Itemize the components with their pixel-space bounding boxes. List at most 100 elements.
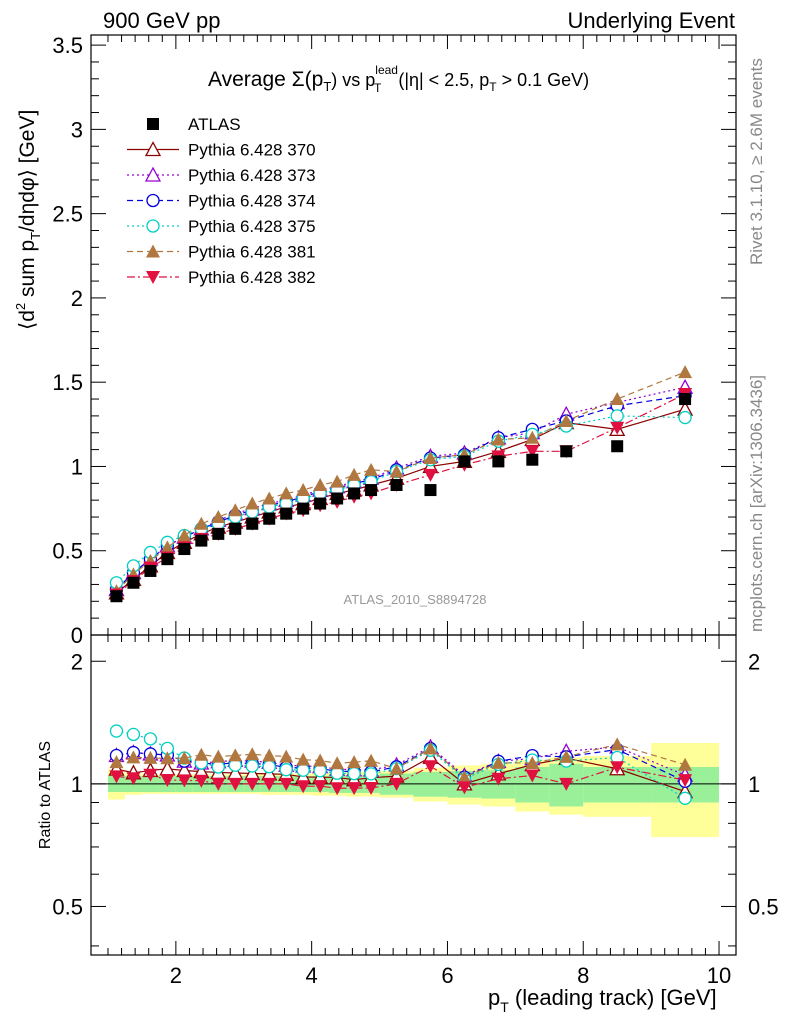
ratio-point — [559, 777, 574, 791]
data-point — [245, 496, 260, 510]
ratio-tick-label: 2 — [748, 649, 760, 674]
ratio-tick-label: 0.5 — [52, 894, 83, 919]
ratio-point — [245, 747, 260, 761]
data-point — [390, 479, 403, 491]
series-line-main — [116, 415, 686, 584]
data-point — [228, 503, 243, 517]
header-left: 900 GeV pp — [103, 8, 220, 33]
data-point — [144, 564, 157, 577]
ratio-point — [364, 753, 379, 767]
y-tick-label: 0.5 — [52, 539, 83, 564]
legend-label: Pythia 6.428 375 — [188, 217, 316, 236]
main-y-axis: 0 0.5 1 1.5 2 2.5 3 3.5 — [52, 33, 736, 648]
y-tick-label: 1 — [71, 454, 83, 479]
legend-marker — [146, 244, 160, 258]
y-tick-label: 3 — [71, 117, 83, 142]
svg-text:⟨d2 sum pT/dηdφ⟩ [GeV]: ⟨d2 sum pT/dηdφ⟩ [GeV] — [13, 110, 43, 330]
data-point — [526, 453, 539, 466]
data-point — [313, 478, 328, 491]
ratio-point — [678, 774, 693, 788]
ratio-point — [423, 760, 438, 774]
data-point — [297, 502, 310, 515]
data-point — [194, 516, 209, 530]
ratio-point — [177, 774, 192, 788]
ratio-point — [610, 737, 625, 751]
ratio-point — [296, 780, 311, 794]
data-point — [280, 507, 293, 520]
ratio-point — [678, 791, 692, 805]
data-point — [525, 430, 540, 444]
data-point — [161, 553, 174, 566]
ratio-tick-label: 1 — [71, 772, 83, 797]
data-point — [262, 491, 277, 505]
ratio-point — [262, 748, 277, 762]
data-point — [678, 410, 692, 425]
data-point — [331, 492, 344, 505]
ratio-point — [313, 753, 328, 767]
ratio-point — [245, 777, 260, 791]
y-tick-label: 1.5 — [52, 370, 83, 395]
ratio-point — [211, 760, 225, 774]
x-tick-label: 10 — [707, 963, 731, 988]
ratio-point — [525, 769, 540, 783]
data-point — [211, 510, 226, 524]
data-point — [127, 576, 140, 589]
data-point — [348, 487, 361, 500]
y-tick-label: 3.5 — [52, 33, 83, 58]
x-tick-label: 4 — [306, 963, 318, 988]
x-axis: 2 4 6 8 10 — [107, 35, 731, 988]
ratio-point — [364, 767, 378, 781]
ratio-point — [211, 777, 226, 791]
data-point — [423, 451, 438, 465]
ratio-point — [262, 777, 277, 791]
data-point — [365, 484, 378, 497]
ratio-point — [279, 749, 294, 763]
header-right: Underlying Event — [567, 8, 735, 33]
data-point — [389, 464, 404, 478]
mcplots-label: mcplots.cern.ch [arXiv:1306.3436] — [747, 375, 766, 632]
data-point — [246, 517, 259, 530]
data-point — [678, 365, 693, 379]
legend-label: Pythia 6.428 374 — [188, 192, 316, 211]
legend-marker — [144, 141, 162, 157]
ratio-point — [126, 727, 141, 742]
data-point — [423, 468, 438, 482]
data-point — [195, 534, 208, 547]
data-point — [610, 421, 625, 435]
ratio-point — [126, 772, 141, 786]
ratio-point — [262, 760, 276, 774]
ratio-point — [160, 751, 175, 765]
main-y-label: ⟨d2 sum pT/dηdφ⟩ [GeV] — [13, 110, 43, 330]
ratio-point — [194, 747, 209, 761]
legend-label: Pythia 6.428 373 — [188, 166, 316, 185]
ratio-point — [126, 750, 141, 764]
y-tick-label: 2.5 — [52, 202, 83, 227]
rivet-label: Rivet 3.1.10, ≥ 2.6M events — [747, 58, 766, 265]
ratio-point — [279, 763, 293, 777]
ratio-point — [194, 774, 209, 788]
data-point — [279, 486, 294, 500]
data-point — [458, 455, 471, 468]
x-axis-label: pT (leading track) [GeV] — [488, 985, 717, 1015]
ratio-point — [228, 748, 243, 762]
ratio-point — [143, 732, 158, 746]
ratio-point — [457, 770, 472, 784]
ratio-point — [330, 756, 345, 770]
data-point — [364, 462, 379, 476]
legend: ATLAS Pythia 6.428 370 Pythia 6.428 373 Pyt… — [127, 115, 316, 287]
ratio-point — [109, 755, 124, 769]
data-point — [347, 467, 362, 481]
ratio-point — [525, 756, 540, 770]
series-line-main — [116, 395, 686, 590]
ratio-point — [143, 768, 158, 782]
data-point — [178, 543, 191, 556]
data-point — [296, 483, 311, 497]
data-point — [525, 445, 540, 459]
data-point — [559, 413, 574, 427]
data-point — [424, 484, 437, 497]
data-point — [560, 445, 573, 458]
ratio-point — [610, 761, 625, 775]
ratio-point — [678, 757, 693, 771]
series-3 — [109, 389, 692, 788]
